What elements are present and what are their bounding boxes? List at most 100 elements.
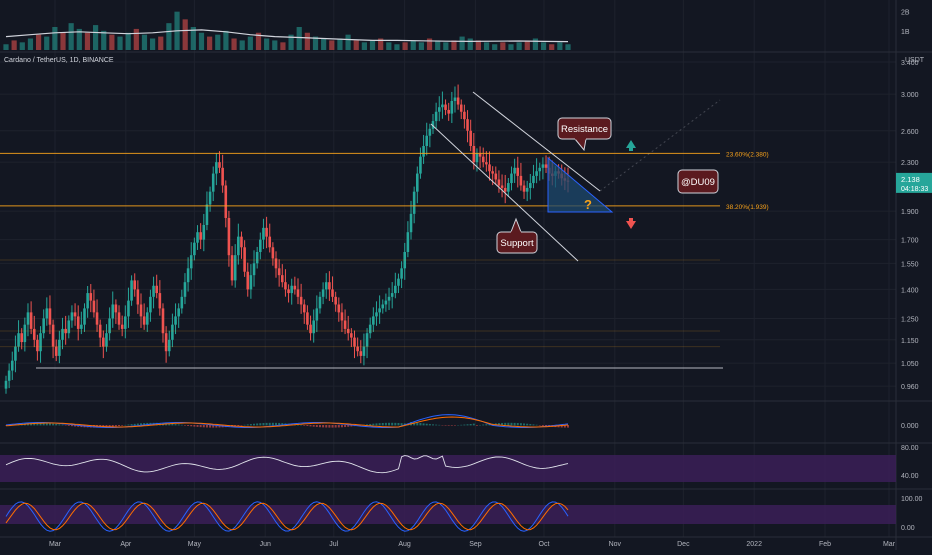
volume-bar (354, 40, 359, 50)
candle-body (171, 325, 174, 340)
macd-histogram-bar (341, 425, 343, 427)
volume-bar (207, 37, 212, 50)
candle-body (363, 347, 366, 356)
candle-body (193, 243, 196, 256)
candle-body (322, 289, 325, 296)
volume-bar (321, 39, 326, 51)
candle-body (265, 228, 268, 237)
macd-histogram-bar (259, 423, 261, 425)
candle-body (121, 325, 124, 329)
rsi-band (0, 455, 896, 482)
candle-body (80, 325, 83, 329)
candle-body (309, 325, 312, 334)
candle-body (27, 312, 30, 324)
candle-body (146, 312, 149, 324)
candle-body (381, 304, 384, 308)
candle-body (469, 131, 472, 146)
volume-bar (28, 39, 33, 51)
volume-bar (460, 37, 465, 50)
macd-histogram-bar (197, 425, 199, 427)
macd-histogram-bar (68, 425, 70, 426)
candle-body (278, 268, 281, 275)
symbol-title: Cardano / TetherUS, 1D, BINANCE (4, 57, 114, 64)
candle-body (516, 168, 519, 176)
macd-histogram-bar (536, 425, 538, 426)
candle-body (155, 286, 158, 293)
macd-histogram-bar (325, 425, 327, 428)
candle-body (284, 282, 287, 289)
macd-histogram-bar (482, 425, 484, 426)
candle-body (168, 340, 171, 351)
candle-body (353, 338, 356, 347)
candle-body (441, 105, 444, 108)
macd-histogram-bar (504, 423, 506, 426)
candle-body (485, 162, 488, 164)
candle-body (206, 204, 209, 225)
volume-bar (166, 23, 171, 50)
candle-body (184, 282, 187, 297)
volume-bar (484, 42, 489, 50)
candle-body (294, 286, 297, 290)
candle-body (400, 268, 403, 278)
volume-bar (36, 35, 41, 50)
candle-body (306, 312, 309, 324)
macd-histogram-bar (375, 423, 377, 425)
volume-bar (199, 33, 204, 50)
volume-bar (109, 35, 114, 50)
macd-histogram-bar (397, 423, 399, 425)
price-tick-label: 2.300 (901, 160, 919, 167)
candle-body (190, 255, 193, 268)
candle-body (331, 289, 334, 296)
candle-body (457, 98, 460, 105)
candle-body (407, 232, 410, 252)
candle-body (228, 218, 231, 255)
volume-bar (60, 33, 65, 50)
volume-bar (305, 33, 310, 50)
candle-body (444, 105, 447, 110)
macd-histogram-bar (517, 423, 519, 425)
candle-body (152, 286, 155, 297)
macd-tick-label: 0.000 (901, 423, 919, 430)
candle-body (159, 293, 162, 308)
macd-histogram-bar (385, 423, 387, 426)
resistance-callout-text: Resistance (561, 124, 608, 135)
date-tick-label: Sep (469, 541, 482, 548)
candle-body (133, 280, 136, 289)
volume-bar (126, 33, 131, 50)
candle-body (369, 325, 372, 334)
volume-bar (3, 44, 8, 50)
candle-body (300, 297, 303, 305)
candle-body (36, 340, 39, 351)
volume-bar (183, 19, 188, 50)
volume-bar (557, 42, 562, 50)
candle-body (165, 333, 168, 351)
candle-body (466, 119, 469, 131)
macd-histogram-bar (49, 423, 51, 425)
candle-body (33, 329, 36, 340)
volume-bar (93, 25, 98, 50)
candle-body (529, 183, 532, 188)
volume-bar (272, 40, 277, 50)
current-price-text: 2.138 (901, 175, 920, 184)
question-mark: ? (584, 197, 592, 212)
macd-histogram-bar (181, 425, 183, 426)
macd-histogram-bar (460, 425, 462, 426)
volume-bar (549, 44, 554, 50)
date-tick-label: Nov (609, 541, 622, 548)
macd-histogram-bar (319, 425, 321, 427)
candle-body (20, 333, 23, 342)
candle-body (350, 333, 353, 337)
price-tick-label: 1.150 (901, 338, 919, 345)
volume-bar (134, 29, 139, 50)
candle-body (532, 176, 535, 183)
price-tick-label: 1.250 (901, 316, 919, 323)
candle-body (11, 361, 14, 371)
volume-bar (150, 39, 155, 51)
volume-bar (117, 37, 122, 50)
date-tick-label: Apr (120, 541, 132, 548)
candle-body (181, 297, 184, 309)
candle-body (372, 316, 375, 324)
candle-body (140, 304, 143, 316)
